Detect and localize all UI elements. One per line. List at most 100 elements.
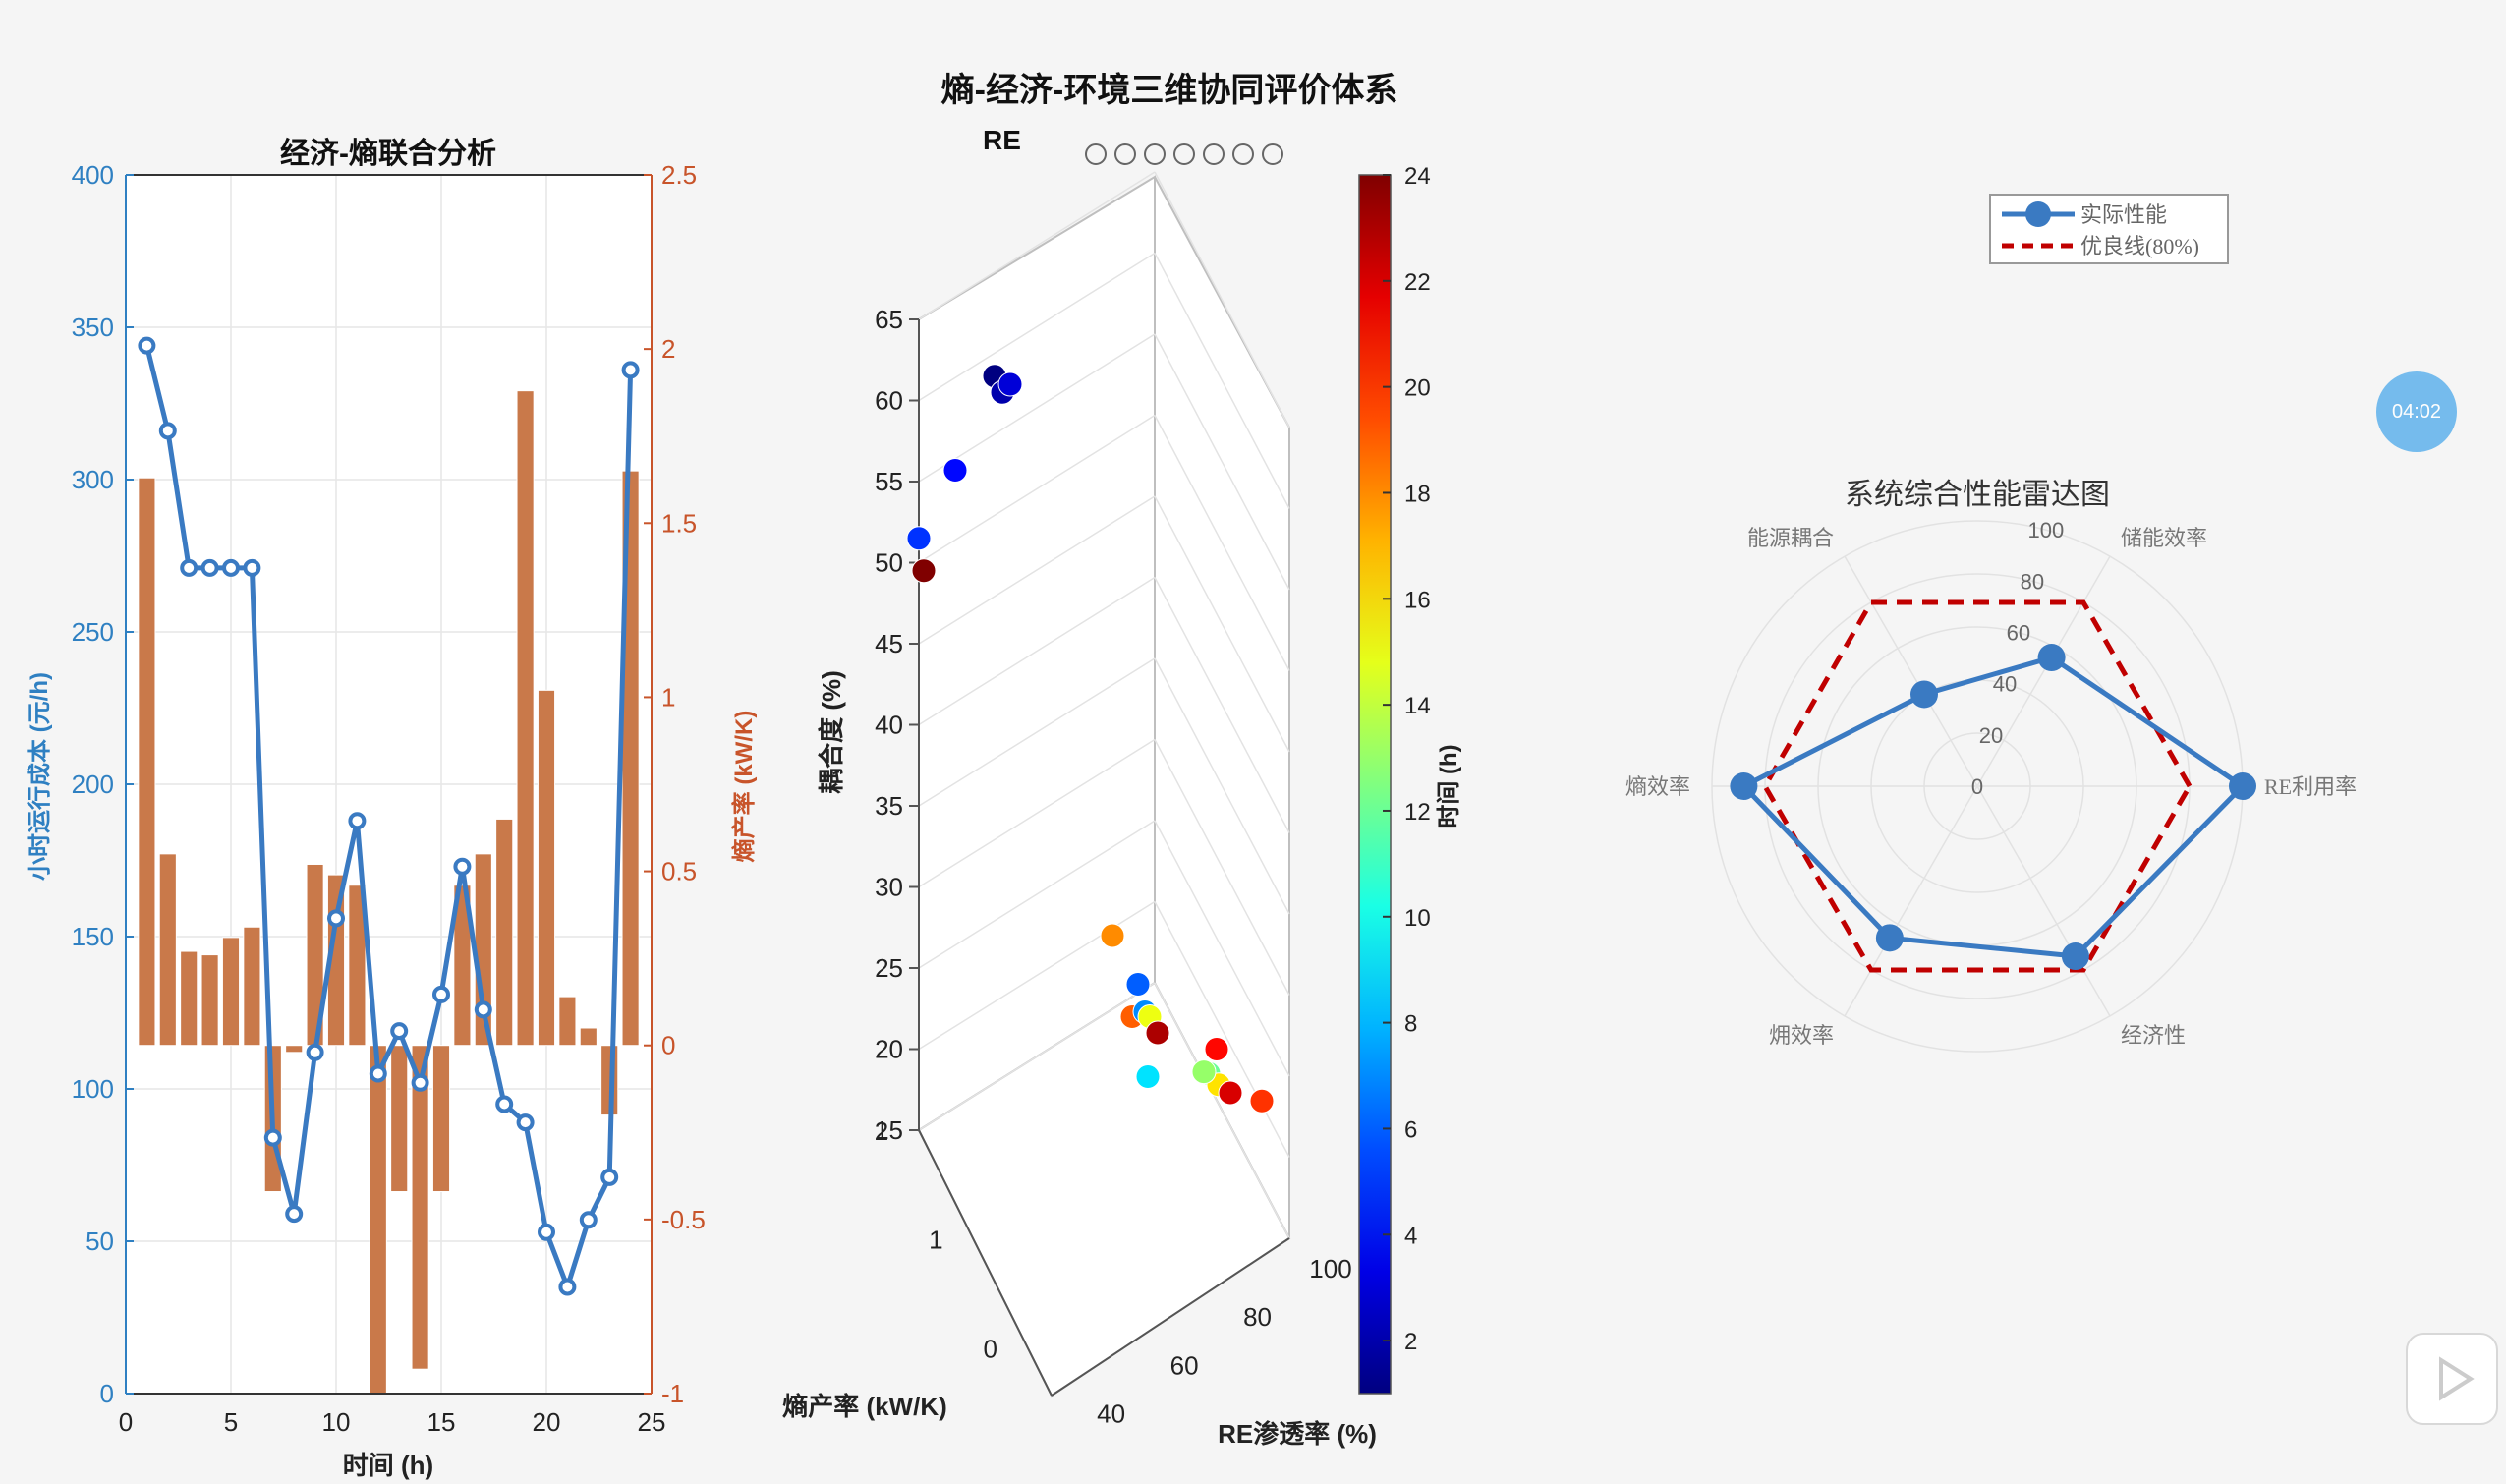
data-tip-icon[interactable]: [1144, 143, 1166, 165]
icon-shape: [1262, 143, 1283, 165]
chart1-ylabel-left: 小时运行成本 (元/h): [26, 672, 53, 881]
timer-badge[interactable]: 04:02: [2376, 371, 2457, 452]
cost-marker: [558, 1278, 577, 1296]
back-wall-left: [918, 175, 1156, 1132]
cost-marker: [538, 1223, 555, 1241]
icon-shape: [1173, 143, 1195, 165]
colorbar-tick-label: 8: [1404, 1011, 1417, 1038]
cost-marker: [411, 1073, 429, 1092]
icon-shape: [1085, 143, 1107, 165]
scatter-point: [1191, 1059, 1217, 1085]
x-tick-label: 40: [1097, 1399, 1125, 1429]
scatter-point: [997, 371, 1023, 397]
radar-r-tick-label: 40: [1993, 672, 2017, 697]
zgrid-right: [1154, 415, 1290, 671]
radar-axis-label: 储能效率: [2121, 526, 2207, 550]
x-tick-label: 80: [1243, 1302, 1272, 1332]
icon-shape: [1232, 143, 1254, 165]
zgrid-right: [1154, 495, 1290, 753]
radar-spoke: [1844, 555, 1978, 787]
z-tick-label: 50: [875, 548, 903, 578]
zgrid-left: [918, 171, 1156, 320]
entropy-bar: [495, 818, 514, 1047]
x-tick-label: 25: [638, 1407, 666, 1437]
zoom-in-icon[interactable]: [1232, 143, 1254, 165]
home-icon[interactable]: [1085, 143, 1107, 165]
right-tick-label: -0.5: [661, 1205, 706, 1234]
scatter-point: [1135, 1064, 1161, 1090]
icon-shape: [1144, 143, 1166, 165]
scatter-point: [1125, 972, 1151, 997]
cost-marker: [579, 1211, 598, 1229]
cost-marker: [474, 1000, 492, 1019]
z-tick-label: 60: [875, 386, 903, 416]
zgrid-left: [918, 738, 1156, 888]
entropy-bar: [431, 1045, 451, 1193]
cost-marker: [432, 985, 450, 1003]
cost-marker: [327, 909, 345, 928]
actual-marker: [1730, 772, 1758, 800]
colorbar-tick-label: 6: [1404, 1116, 1417, 1143]
zgrid-left: [918, 657, 1156, 807]
left-tick-label: 350: [72, 313, 114, 342]
zgrid-right: [1154, 333, 1290, 591]
zgrid-left: [918, 252, 1156, 402]
scatter-point: [1218, 1080, 1243, 1106]
z-tick-label: 65: [875, 305, 903, 334]
left-tick-label: 400: [72, 160, 114, 190]
colorbar-tick-label: 10: [1404, 905, 1431, 932]
colorbar-label: 时间 (h): [1436, 744, 1462, 828]
pan-icon[interactable]: [1203, 143, 1225, 165]
actual-marker: [1910, 680, 1938, 709]
zgrid-right: [1154, 820, 1290, 1077]
cost-marker: [621, 361, 640, 379]
right-tick-label: -1: [661, 1379, 684, 1408]
z-tick-label: 40: [875, 711, 903, 740]
colorbar-tick-label: 24: [1404, 163, 1431, 190]
actual-marker: [2061, 942, 2089, 971]
radar-r-tick-label: 20: [1979, 723, 2003, 748]
zgrid-left: [918, 982, 1156, 1131]
scatter-point: [1100, 923, 1125, 948]
actual-marker: [2037, 644, 2066, 672]
zgrid-left: [918, 820, 1156, 969]
radar-axis-label: 㶲效率: [1769, 1023, 1834, 1048]
chart2-ylabel: 熵产率 (kW/K): [781, 1392, 947, 1421]
play-icon: [2439, 1356, 2475, 1401]
brush-icon[interactable]: [1114, 143, 1136, 165]
x-tick-label: 5: [224, 1407, 238, 1437]
colorbar-tick-label: 2: [1404, 1329, 1417, 1355]
entropy-bar: [453, 885, 472, 1047]
rotate-icon[interactable]: [1173, 143, 1195, 165]
radar-axis-label: RE利用率: [2264, 774, 2357, 799]
radar-axis-label: 能源耦合: [1747, 526, 1834, 550]
entropy-bar: [158, 853, 177, 1047]
cost-marker: [348, 812, 367, 830]
cost-marker: [180, 558, 199, 577]
chart2-zlabel: 耦合度 (%): [817, 670, 846, 794]
left-tick-label: 250: [72, 617, 114, 647]
colorbar-tick-label: 4: [1404, 1223, 1417, 1249]
entropy-bar: [537, 689, 556, 1047]
icon-shape: [1203, 143, 1225, 165]
x-tick-label: 100: [1309, 1254, 1351, 1284]
zgrid-right: [1154, 982, 1290, 1239]
entropy-bar: [138, 477, 156, 1047]
cost-marker: [158, 422, 177, 440]
x-tick-label: 0: [119, 1407, 133, 1437]
radar-axis-label: 熵效率: [1625, 774, 1690, 799]
right-tick-label: 1: [661, 682, 675, 712]
y-tick-label: 2: [875, 1116, 888, 1146]
entropy-bar: [390, 1045, 409, 1193]
scatter-point: [1204, 1037, 1229, 1061]
entropy-bar: [369, 1045, 387, 1395]
play-button[interactable]: [2406, 1333, 2498, 1425]
zgrid-right: [1154, 901, 1290, 1158]
zgrid-right: [1154, 739, 1290, 996]
radar-spoke: [1844, 785, 1978, 1017]
cost-marker: [138, 336, 156, 355]
chart1-title: 经济-熵联合分析: [280, 137, 496, 170]
cost-marker: [453, 857, 472, 876]
zoom-out-icon[interactable]: [1262, 143, 1283, 165]
